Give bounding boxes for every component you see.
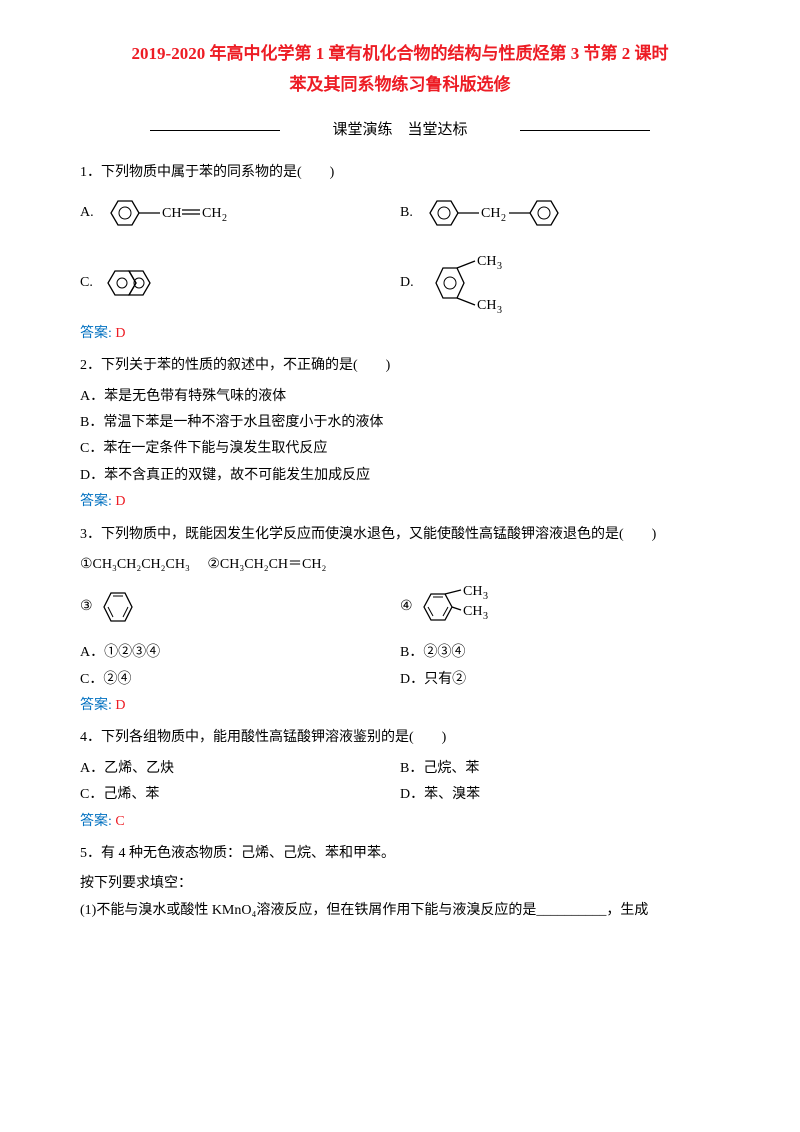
q1-option-b: B. CH 2 [400, 193, 720, 233]
svg-text:CH: CH [477, 254, 496, 269]
q3-item1: ①CH₃CH₂CH₂CH₃ [80, 557, 190, 572]
q3-answer: 答案: D [80, 695, 720, 717]
q1-opt-a-label: A. [80, 202, 94, 224]
svg-text:CH: CH [463, 604, 482, 619]
q3-item2: ②CH₃CH₂CH＝CH₂ [207, 557, 326, 572]
svg-text:3: 3 [497, 305, 502, 313]
svg-text:3: 3 [483, 591, 488, 602]
benzene-icon [93, 585, 143, 629]
q1-opt-b-label: B. [400, 202, 413, 224]
q2-text: 2．下列关于苯的性质的叙述中，不正确的是( ) [80, 355, 720, 377]
q1-option-c: C. [80, 253, 400, 313]
svg-text:2: 2 [222, 213, 227, 224]
question-4: 4．下列各组物质中，能用酸性高锰酸钾溶液鉴别的是( ) A．乙烯、乙炔 B．己烷… [80, 727, 720, 833]
q4-answer-value: C [115, 814, 124, 829]
q3-circ4: ④ [400, 596, 413, 618]
q4-text: 4．下列各组物质中，能用酸性高锰酸钾溶液鉴别的是( ) [80, 727, 720, 749]
q4-answer-label: 答案: [80, 814, 115, 829]
q3-answer-label: 答案: [80, 698, 115, 713]
q3-opt-a: A．①②③④ [80, 642, 400, 664]
q1-text: 1．下列物质中属于苯的同系物的是( ) [80, 162, 720, 184]
q4-opt-c: C．己烯、苯 [80, 784, 400, 806]
svg-text:CH: CH [202, 206, 221, 221]
q5-part1: (1)不能与溴水或酸性 KMnO₄溶液反应，但在铁屑作用下能与液溴反应的是___… [80, 900, 720, 922]
q3-text: 3．下列物质中，既能因发生化学反应而使溴水退色，又能使酸性高锰酸钾溶液退色的是(… [80, 524, 720, 546]
svg-text:CH: CH [463, 584, 482, 599]
q4-answer: 答案: C [80, 811, 720, 833]
q1-option-d: D. CH 3 CH 3 [400, 253, 720, 313]
q5-sub: 按下列要求填空： [80, 873, 720, 895]
q3-item3: ③ [80, 582, 400, 632]
q3-item4: ④ CH 3 CH 3 [400, 582, 720, 632]
svg-text:CH: CH [162, 206, 181, 221]
question-5: 5．有 4 种无色液态物质：己烯、己烷、苯和甲苯。 按下列要求填空： (1)不能… [80, 843, 720, 922]
svg-text:CH: CH [477, 298, 496, 313]
q1-option-a: A. CH CH 2 [80, 193, 400, 233]
naphthalene-icon [99, 261, 179, 305]
q4-opt-d: D．苯、溴苯 [400, 784, 720, 806]
q1-opt-c-label: C. [80, 272, 93, 294]
q5-text: 5．有 4 种无色液态物质：己烯、己烷、苯和甲苯。 [80, 843, 720, 865]
q1-opt-d-label: D. [400, 272, 414, 294]
question-1: 1．下列物质中属于苯的同系物的是( ) A. CH CH 2 B. CH [80, 162, 720, 345]
section-label: 课堂演练 当堂达标 [80, 118, 720, 142]
styrene-icon: CH CH 2 [100, 193, 260, 233]
q2-answer-value: D [115, 494, 125, 509]
q1-answer-label: 答案: [80, 326, 115, 341]
svg-text:3: 3 [483, 611, 488, 622]
page-title: 2019-2020 年高中化学第 1 章有机化合物的结构与性质烃第 3 节第 2… [80, 40, 720, 67]
diphenylmethane-icon: CH 2 [419, 193, 609, 233]
q1-answer: 答案: D [80, 323, 720, 345]
q2-answer-label: 答案: [80, 494, 115, 509]
q4-opt-a: A．乙烯、乙炔 [80, 758, 400, 780]
q4-opt-b: B．己烷、苯 [400, 758, 720, 780]
xylene-icon: CH 3 CH 3 [420, 253, 540, 313]
q2-opt-a: A．苯是无色带有特殊气味的液体 [80, 386, 720, 408]
q3-answer-value: D [115, 698, 125, 713]
question-3: 3．下列物质中，既能因发生化学反应而使溴水退色，又能使酸性高锰酸钾溶液退色的是(… [80, 524, 720, 718]
q2-opt-c: C．苯在一定条件下能与溴发生取代反应 [80, 438, 720, 460]
svg-text:CH: CH [481, 206, 500, 221]
q2-opt-b: B．常温下苯是一种不溶于水且密度小于水的液体 [80, 412, 720, 434]
q3-line1: ①CH₃CH₂CH₂CH₃ ②CH₃CH₂CH＝CH₂ [80, 554, 720, 576]
q3-circ3: ③ [80, 596, 93, 618]
page-subtitle: 苯及其同系物练习鲁科版选修 [80, 71, 720, 98]
svg-text:3: 3 [497, 261, 502, 272]
q3-opt-b: B．②③④ [400, 642, 720, 664]
svg-text:2: 2 [501, 213, 506, 224]
dimethylbenzene-icon: CH 3 CH 3 [413, 582, 533, 632]
q1-answer-value: D [115, 326, 125, 341]
q2-answer: 答案: D [80, 491, 720, 513]
q3-opt-d: D．只有② [400, 669, 720, 691]
question-2: 2．下列关于苯的性质的叙述中，不正确的是( ) A．苯是无色带有特殊气味的液体 … [80, 355, 720, 513]
q2-opt-d: D．苯不含真正的双键，故不可能发生加成反应 [80, 465, 720, 487]
q3-opt-c: C．②④ [80, 669, 400, 691]
